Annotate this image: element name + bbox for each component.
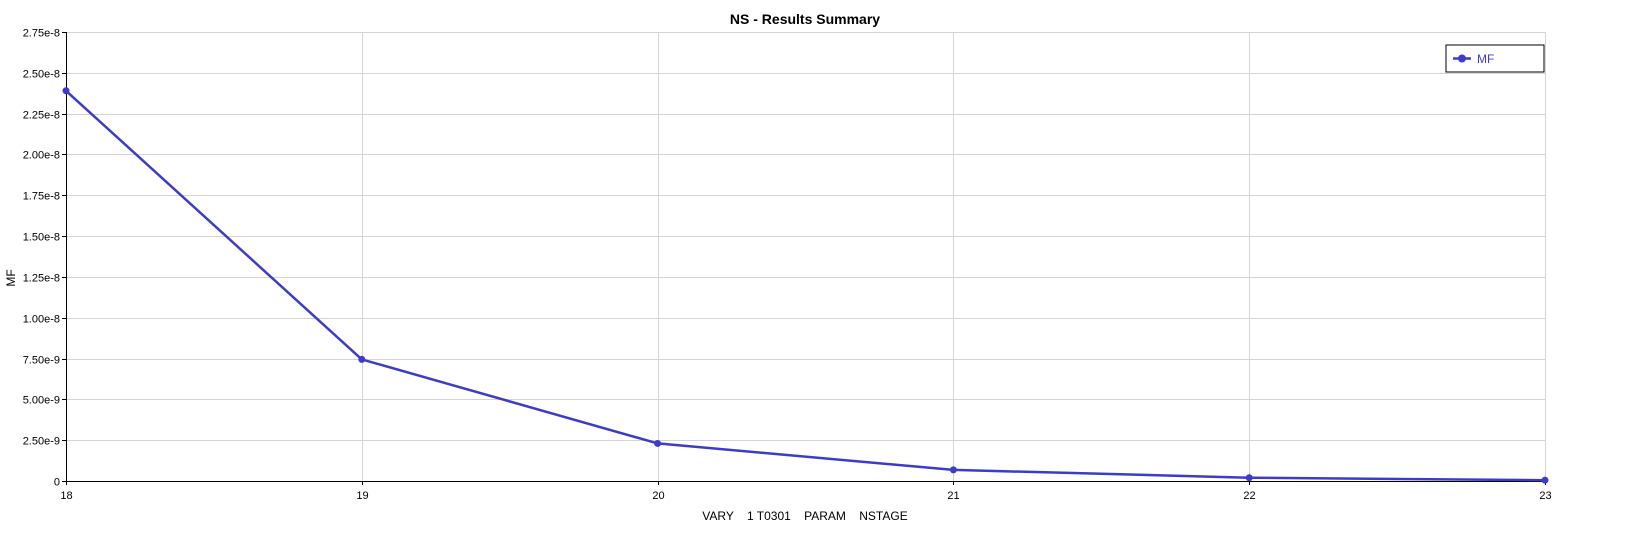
x-tick-labels: 18 19 20 21 22 23	[60, 490, 1551, 502]
y-tick-label: 2.25e-8	[23, 110, 60, 122]
x-tick-label: 22	[1243, 490, 1255, 502]
data-point	[62, 87, 70, 95]
axes	[62, 32, 1546, 485]
legend-entry-label: MF	[1477, 52, 1494, 66]
chart-title: NS - Results Summary	[730, 11, 880, 27]
legend: MF	[1445, 44, 1545, 73]
x-tick-label: 19	[356, 490, 368, 502]
series-layer	[62, 87, 1549, 484]
series-line	[65, 89, 1546, 482]
x-tick-label: 18	[60, 490, 72, 502]
x-tick-label: 20	[652, 490, 664, 502]
grid	[66, 32, 1546, 481]
y-tick-label: 2.00e-8	[23, 150, 60, 162]
x-axis-label: VARY 1 T0301 PARAM NSTAGE	[702, 509, 907, 523]
data-point	[949, 466, 957, 474]
data-point	[1245, 474, 1253, 482]
x-tick-label: 21	[947, 490, 959, 502]
y-tick-label: 2.50e-9	[23, 436, 60, 448]
data-point	[654, 439, 662, 447]
y-tick-label: 0	[54, 477, 60, 489]
data-point	[358, 355, 366, 363]
y-tick-label: 1.50e-8	[23, 232, 60, 244]
y-tick-label: 2.75e-8	[23, 28, 60, 40]
y-tick-label: 5.00e-9	[23, 395, 60, 407]
x-tick-label: 23	[1539, 490, 1551, 502]
y-axis-label: MF	[4, 269, 18, 286]
y-tick-label: 1.00e-8	[23, 314, 60, 326]
y-tick-labels: 0 2.50e-9 5.00e-9 7.50e-9 1.00e-8 1.25e-8 1.50…	[23, 28, 60, 489]
y-tick-label: 1.75e-8	[23, 191, 60, 203]
y-tick-label: 2.50e-8	[23, 69, 60, 81]
legend-swatch-marker	[1458, 54, 1466, 63]
y-tick-label: 1.25e-8	[23, 273, 60, 285]
y-tick-label: 7.50e-9	[23, 355, 60, 367]
data-point	[1541, 476, 1549, 484]
